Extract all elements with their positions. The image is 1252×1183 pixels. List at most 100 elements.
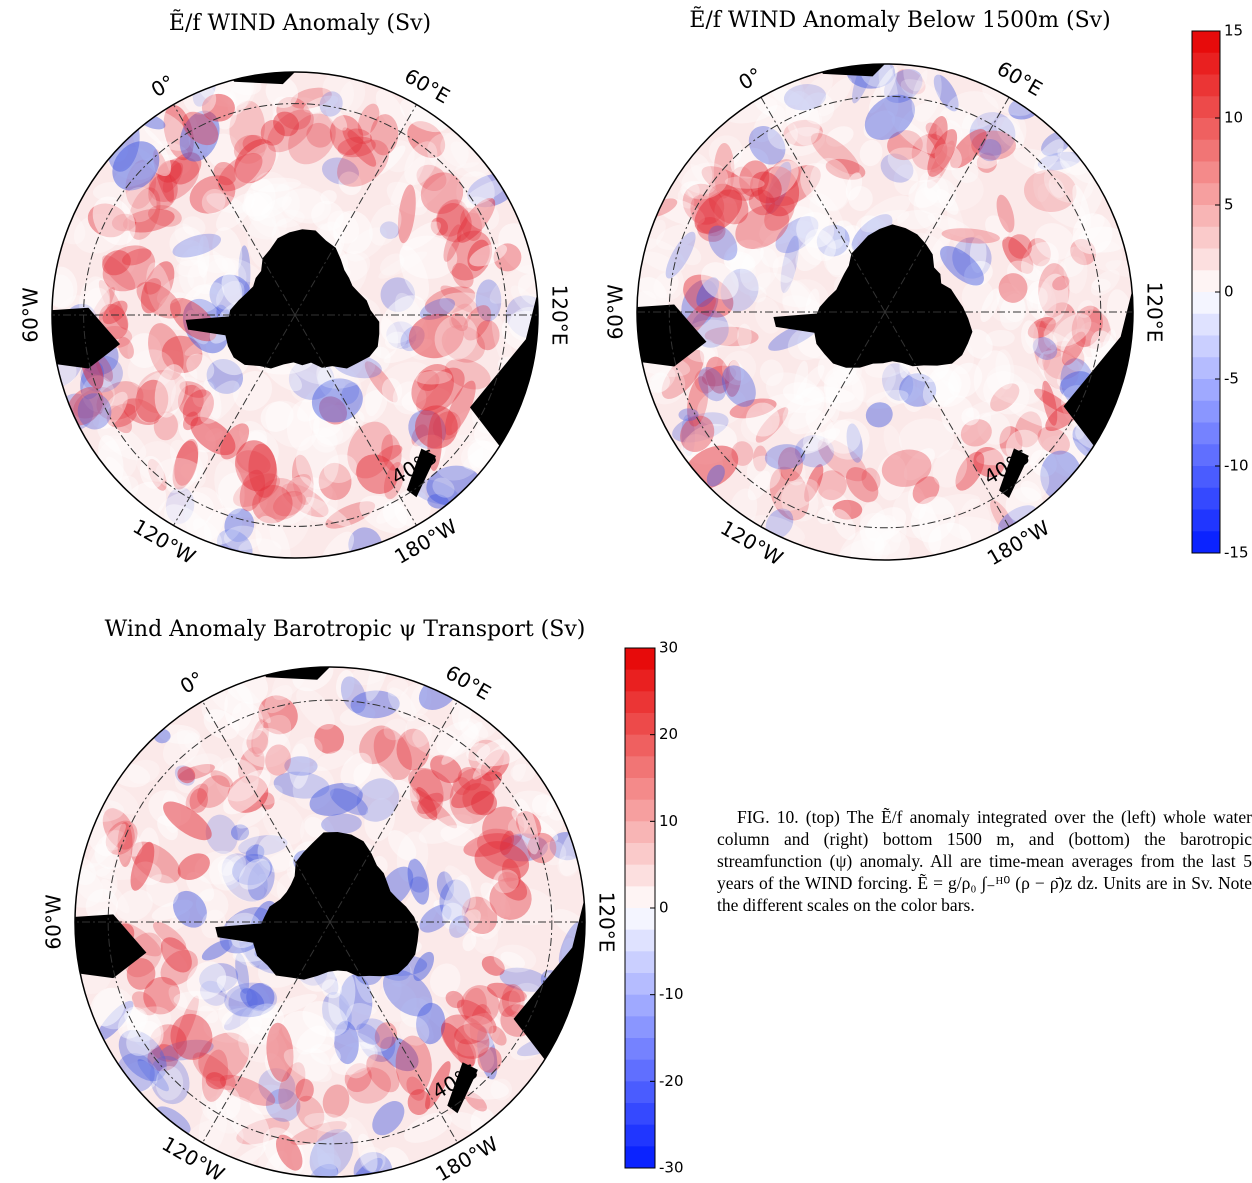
field-blob xyxy=(237,826,260,853)
field-blob xyxy=(697,387,747,427)
field-blob xyxy=(156,274,195,305)
field-blob xyxy=(416,172,452,208)
field-blob xyxy=(329,1029,376,1049)
field-blob xyxy=(883,69,923,103)
field-blob xyxy=(233,134,266,164)
field-blob xyxy=(785,90,820,146)
field-blob xyxy=(408,313,464,359)
colorbar-step xyxy=(625,691,655,714)
field-blob xyxy=(381,434,402,471)
field-blob xyxy=(824,368,867,412)
colorbar-tick-label: -10 xyxy=(1224,457,1249,475)
field-blob xyxy=(965,329,993,359)
field-blob xyxy=(217,858,235,876)
field-blob xyxy=(512,790,556,813)
field-blob xyxy=(380,1036,419,1072)
field-blob xyxy=(260,401,294,432)
field-blob xyxy=(887,147,941,183)
field-blob xyxy=(740,411,773,443)
field-blob xyxy=(410,876,428,893)
field-blob xyxy=(510,763,536,782)
field-blob xyxy=(205,814,238,854)
colorbar-tick-label: -15 xyxy=(1224,544,1249,562)
field-blob xyxy=(1013,148,1071,175)
field-blob xyxy=(242,134,268,155)
field-blob xyxy=(281,1010,336,1054)
field-blob xyxy=(941,228,1000,244)
field-blob xyxy=(257,834,294,873)
colorbar-step xyxy=(1192,313,1220,336)
field-blob xyxy=(499,833,548,862)
field-blob xyxy=(411,364,454,411)
field-blob xyxy=(75,856,97,885)
field-blob xyxy=(430,217,449,236)
field-blob xyxy=(94,832,132,870)
field-blob xyxy=(730,147,769,179)
colorbar-step xyxy=(1192,509,1220,532)
field-blob xyxy=(127,349,175,390)
field-blob xyxy=(1001,381,1042,405)
field-blob xyxy=(313,404,356,446)
field-blob xyxy=(753,105,786,143)
field-blob xyxy=(441,325,486,363)
field-blob xyxy=(681,162,729,200)
field-blob xyxy=(174,223,195,246)
field-blob xyxy=(242,192,273,217)
field-blob xyxy=(459,254,502,293)
field-blob xyxy=(248,443,278,498)
field-blob xyxy=(117,821,133,868)
field-blob xyxy=(347,410,365,427)
field-blob xyxy=(454,162,490,177)
field-blob xyxy=(90,987,125,1027)
field-blob xyxy=(265,76,299,109)
field-blob xyxy=(918,505,942,554)
meridian xyxy=(202,700,331,923)
field-blob xyxy=(817,505,836,525)
field-blob xyxy=(433,899,479,929)
colorbar-step xyxy=(1192,531,1220,554)
field-blob xyxy=(1090,269,1120,296)
field-blob xyxy=(874,530,910,560)
field-blob xyxy=(151,899,193,921)
field-blob xyxy=(213,162,237,186)
field-blob xyxy=(251,718,269,757)
field-blob xyxy=(281,483,329,518)
field-blob xyxy=(412,725,461,757)
field-blob xyxy=(178,248,208,298)
field-blob xyxy=(887,130,923,161)
field-blob xyxy=(417,370,440,391)
field-blob xyxy=(338,79,366,113)
field-blob xyxy=(748,189,775,216)
field-blob xyxy=(252,485,293,524)
field-blob xyxy=(295,478,338,523)
field-blob xyxy=(383,718,408,741)
field-blob xyxy=(983,371,1030,415)
field-blob xyxy=(295,434,339,490)
field-blob xyxy=(223,525,262,551)
field-blob xyxy=(825,126,854,147)
longitude-label: 0° xyxy=(147,70,179,102)
field-blob xyxy=(1037,426,1070,455)
field-blob xyxy=(470,918,490,937)
field-blob xyxy=(73,387,114,419)
field-blob xyxy=(221,257,264,283)
caption: FIG. 10. (top) The Ẽ/f anomaly integrate… xyxy=(717,807,1252,915)
field-blob xyxy=(686,181,700,199)
field-blob xyxy=(386,678,409,697)
field-blob xyxy=(306,122,333,148)
field-blob xyxy=(239,1004,281,1046)
field-blob xyxy=(105,456,132,496)
field-blob xyxy=(232,854,273,886)
field-blob xyxy=(306,496,351,528)
field-blob xyxy=(680,180,708,199)
field-blob xyxy=(217,153,263,192)
latitude-circle xyxy=(107,699,553,1145)
field-blob xyxy=(1038,350,1091,396)
field-blob xyxy=(236,1117,290,1145)
field-blob xyxy=(238,1026,279,1063)
field-blob xyxy=(898,101,947,142)
field-blob xyxy=(290,1121,347,1145)
field-blob xyxy=(701,365,737,387)
field-blob xyxy=(342,127,377,167)
field-blob xyxy=(216,975,253,1003)
